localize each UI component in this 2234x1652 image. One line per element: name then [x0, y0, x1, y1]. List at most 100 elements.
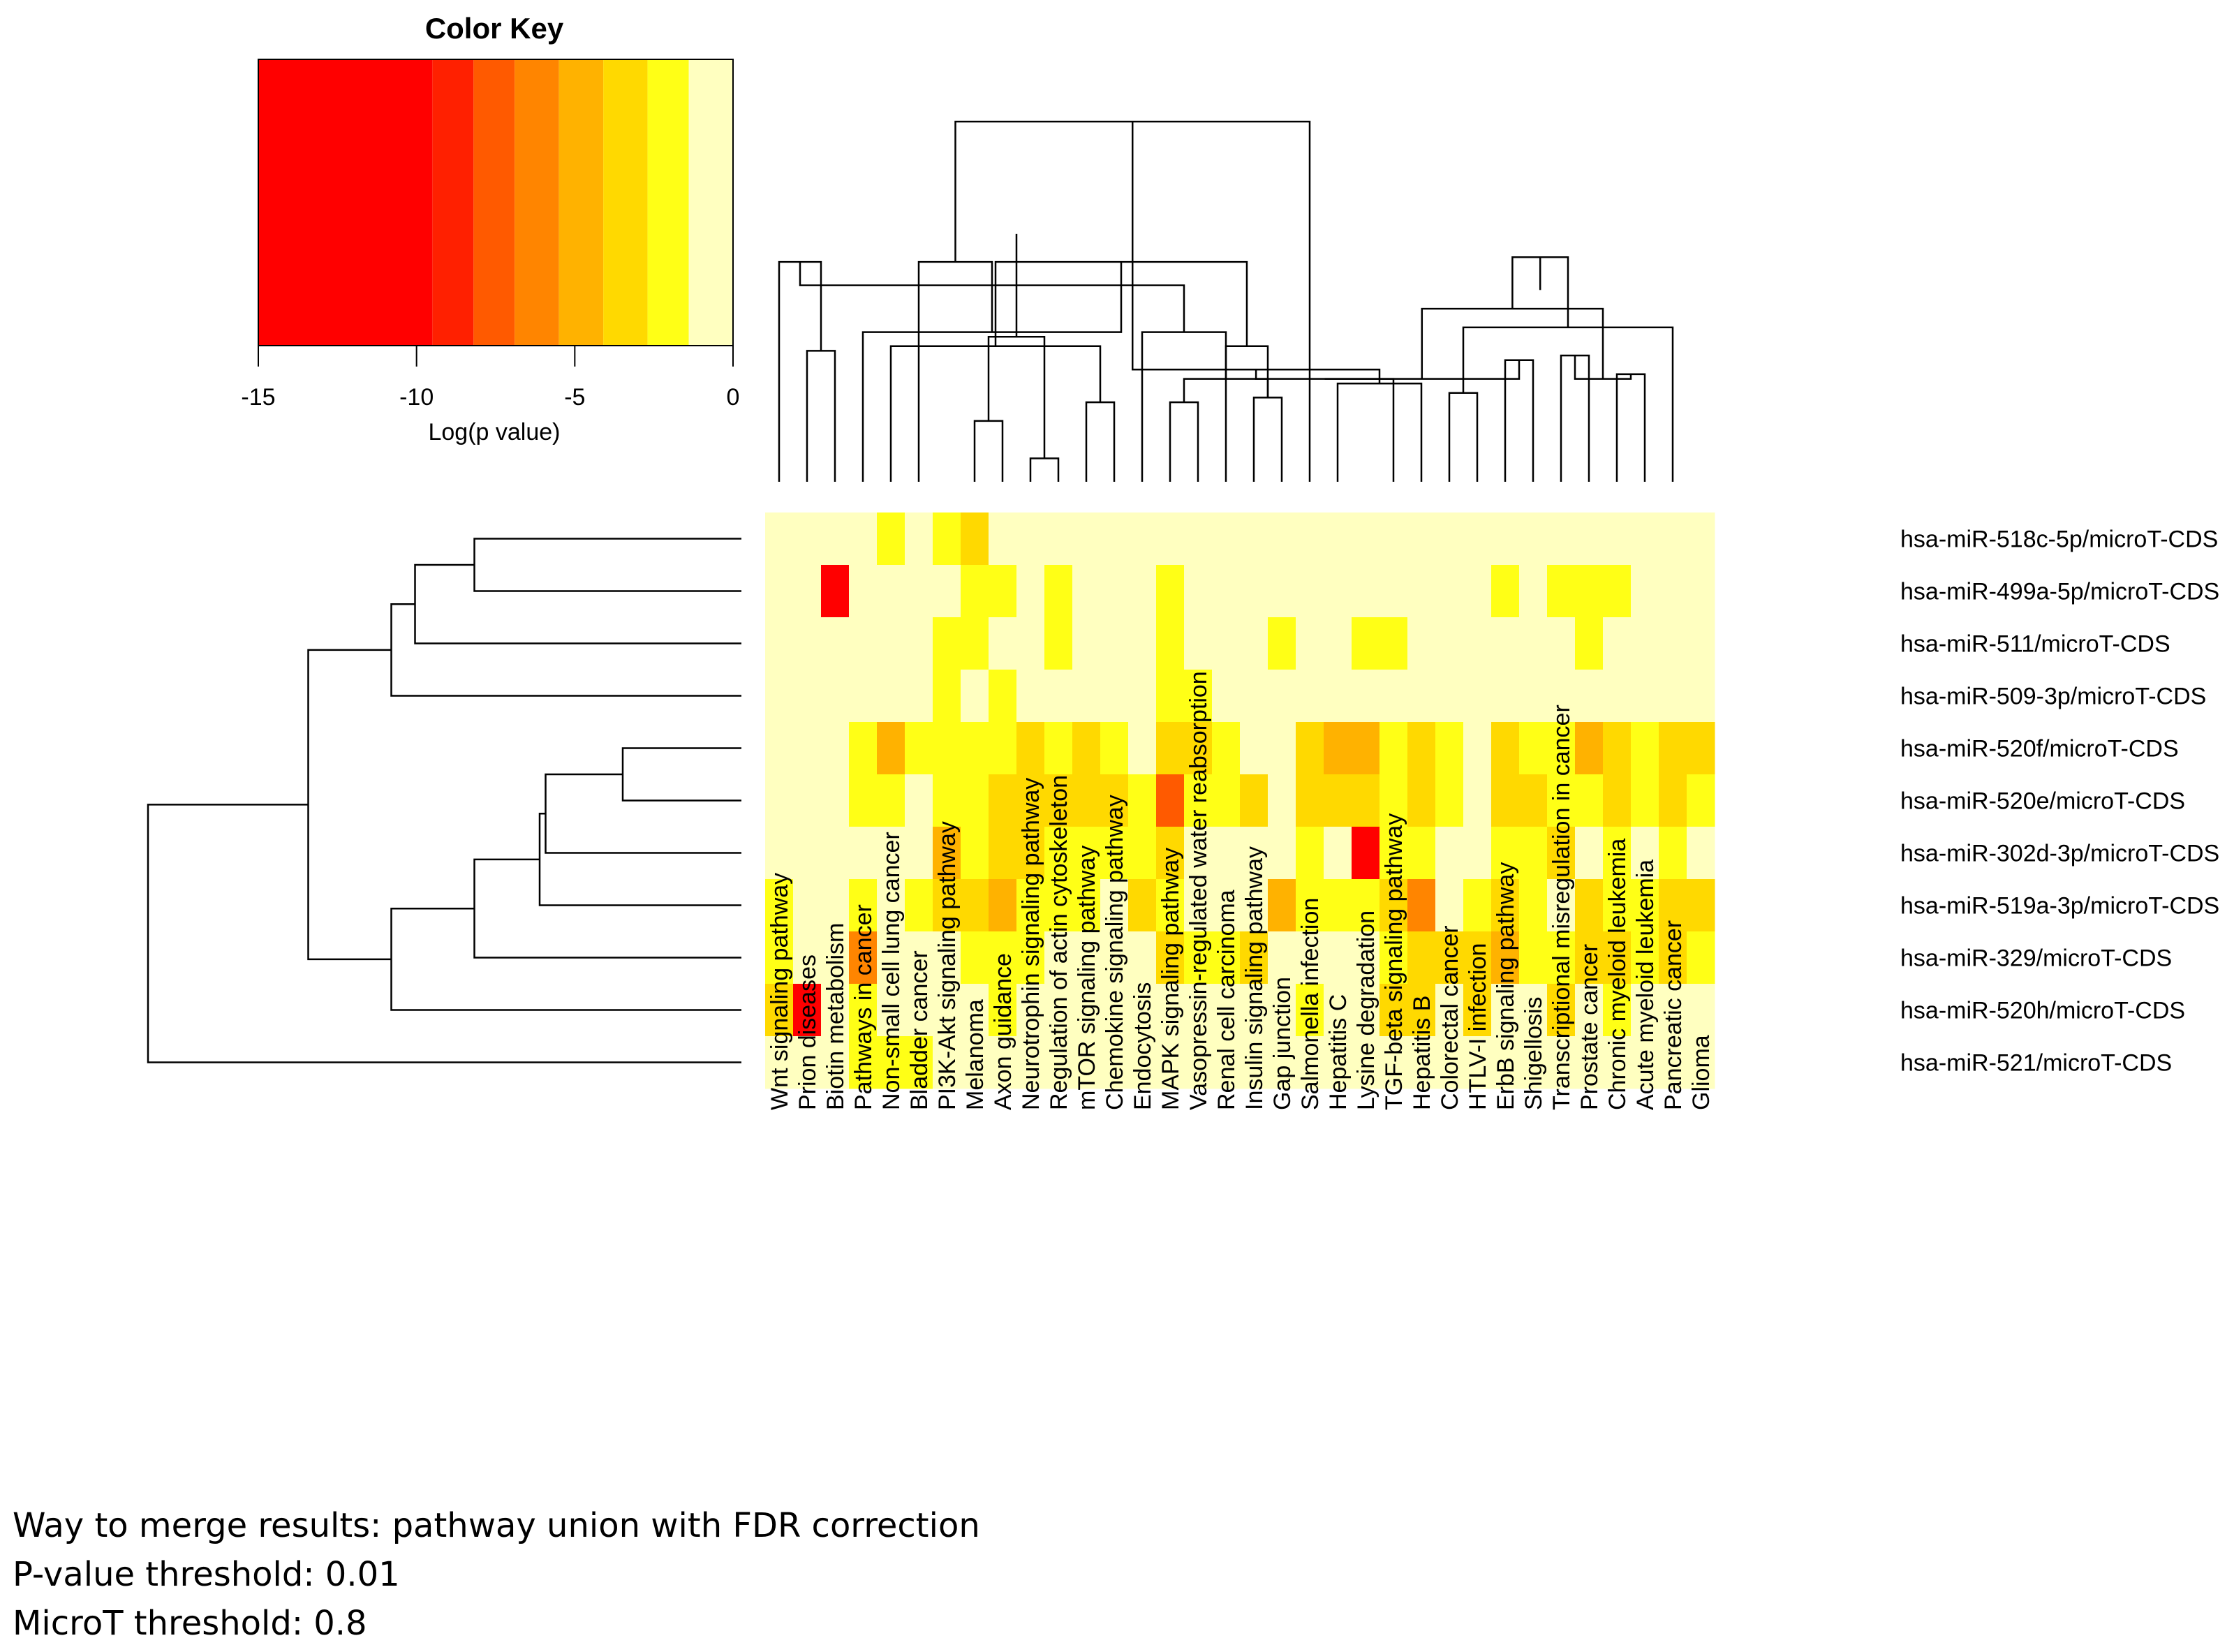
- footnote-pvalue: P-value threshold: 0.01: [13, 1555, 400, 1594]
- heatmap-cell: [821, 774, 850, 827]
- heatmap-cell: [1463, 931, 1492, 984]
- column-label: HTLV-I infection: [1465, 943, 1491, 1110]
- heatmap-cell: [1491, 879, 1520, 932]
- heatmap-cell: [989, 565, 1017, 618]
- column-dendrogram-branch: [1448, 392, 1479, 482]
- heatmap-cell: [1603, 774, 1632, 827]
- heatmap-cell: [1491, 670, 1520, 723]
- heatmap-cell: [1603, 670, 1632, 723]
- heatmap-cell: [765, 984, 794, 1037]
- heatmap-cell: [1491, 984, 1520, 1037]
- color-key-bin-6: [647, 59, 689, 346]
- heatmap-cell: [1324, 879, 1352, 932]
- heatmap-cell: [1268, 617, 1296, 670]
- heatmap-cell: [1324, 722, 1352, 775]
- heatmap-cell: [1156, 984, 1185, 1037]
- heatmap-cell: [905, 827, 933, 880]
- heatmap-cell: [793, 774, 822, 827]
- column-dendrogram-branch: [1132, 121, 1381, 384]
- column-label: Biotin metabolism: [822, 923, 849, 1110]
- heatmap-cell: [1324, 827, 1352, 880]
- color-key-bin-5: [603, 59, 648, 346]
- heatmap-cell: [821, 827, 850, 880]
- heatmap-cell: [1268, 565, 1296, 618]
- heatmap-cell: [905, 565, 933, 618]
- row-label: hsa-miR-302d-3p/microT-CDS: [1900, 841, 2219, 867]
- heatmap-cell: [1240, 931, 1268, 984]
- row-dendrogram-branch: [473, 858, 741, 959]
- column-dendrogram-branch: [1462, 326, 1674, 482]
- heatmap-cell: [1184, 931, 1213, 984]
- heatmap-cell: [1296, 879, 1324, 932]
- column-label: Glioma: [1688, 1035, 1715, 1110]
- column-label: Pancreatic cancer: [1660, 920, 1687, 1110]
- column-dendrogram-branch: [1615, 373, 1646, 482]
- heatmap-cell: [1603, 512, 1632, 566]
- color-key-bin-4: [558, 59, 604, 346]
- heatmap-cell: [1547, 1036, 1576, 1089]
- heatmap-cell: [1687, 617, 1715, 670]
- heatmap-cell: [793, 565, 822, 618]
- heatmap-cell: [1072, 565, 1101, 618]
- heatmap-cell: [1435, 984, 1464, 1037]
- column-dendrogram: [779, 121, 1674, 482]
- heatmap-cell: [989, 617, 1017, 670]
- heatmap-cell: [1463, 1036, 1492, 1089]
- heatmap-cell: [1184, 827, 1213, 880]
- heatmap-cell: [1352, 1036, 1380, 1089]
- heatmap-cell: [1128, 879, 1157, 932]
- heatmap-cell: [1100, 931, 1129, 984]
- heatmap-cell: [1184, 774, 1213, 827]
- heatmap-cell: [1044, 617, 1073, 670]
- color-key-bin-1: [432, 59, 474, 346]
- heatmap-cell: [821, 722, 850, 775]
- heatmap-cell: [1212, 931, 1241, 984]
- heatmap-cell: [1435, 774, 1464, 827]
- heatmap-cell: [905, 1036, 933, 1089]
- heatmap-cell: [1687, 879, 1715, 932]
- row-dendrogram-branch: [390, 907, 741, 1011]
- color-key-tick-label: -15: [241, 384, 275, 411]
- color-key-xlabel: Log(p value): [428, 419, 560, 445]
- heatmap-cell: [1184, 984, 1213, 1037]
- row-label: hsa-miR-329/microT-CDS: [1900, 945, 2172, 972]
- heatmap-cell: [1072, 512, 1101, 566]
- heatmap-cell: [877, 827, 905, 880]
- row-dendrogram-branch: [147, 804, 741, 1063]
- row-label: hsa-miR-511/microT-CDS: [1900, 631, 2170, 658]
- heatmap-cell: [1044, 1036, 1073, 1089]
- heatmap-cell: [1100, 670, 1129, 723]
- heatmap-cell: [793, 617, 822, 670]
- heatmap-cell: [1044, 670, 1073, 723]
- heatmap-cell: [1324, 1036, 1352, 1089]
- heatmap-cell: [1379, 512, 1408, 566]
- row-label: hsa-miR-499a-5p/microT-CDS: [1900, 579, 2219, 605]
- heatmap-cell: [933, 1036, 961, 1089]
- color-key-bin-0: [258, 59, 433, 346]
- heatmap-cell: [765, 670, 794, 723]
- heatmap-cell: [1687, 931, 1715, 984]
- heatmap-cell: [1240, 512, 1268, 566]
- column-label: MAPK signaling pathway: [1157, 848, 1184, 1110]
- row-dendrogram-branch: [390, 603, 741, 697]
- heatmap-cell: [1379, 827, 1408, 880]
- heatmap-cell: [933, 617, 961, 670]
- heatmap-cell: [1268, 512, 1296, 566]
- heatmap-cell: [1324, 774, 1352, 827]
- column-dendrogram-branch: [1169, 401, 1199, 482]
- heatmap-cell: [877, 512, 905, 566]
- heatmap-cell: [877, 670, 905, 723]
- heatmap-cell: [1324, 617, 1352, 670]
- heatmap-cell: [765, 931, 794, 984]
- heatmap-cell: [905, 931, 933, 984]
- heatmap-cell: [1463, 827, 1492, 880]
- column-label: ErbB signaling pathway: [1493, 862, 1519, 1110]
- heatmap-cell: [793, 827, 822, 880]
- heatmap-cell: [1324, 984, 1352, 1037]
- column-label: Vasopressin-regulated water reabsorption: [1185, 671, 1212, 1110]
- column-labels: Wnt signaling pathway Prion diseases Bioti…: [767, 671, 1715, 1110]
- heatmap-cell: [1491, 931, 1520, 984]
- heatmap-cell: [961, 774, 989, 827]
- heatmap-cell: [1463, 565, 1492, 618]
- heatmap-cell: [1268, 827, 1296, 880]
